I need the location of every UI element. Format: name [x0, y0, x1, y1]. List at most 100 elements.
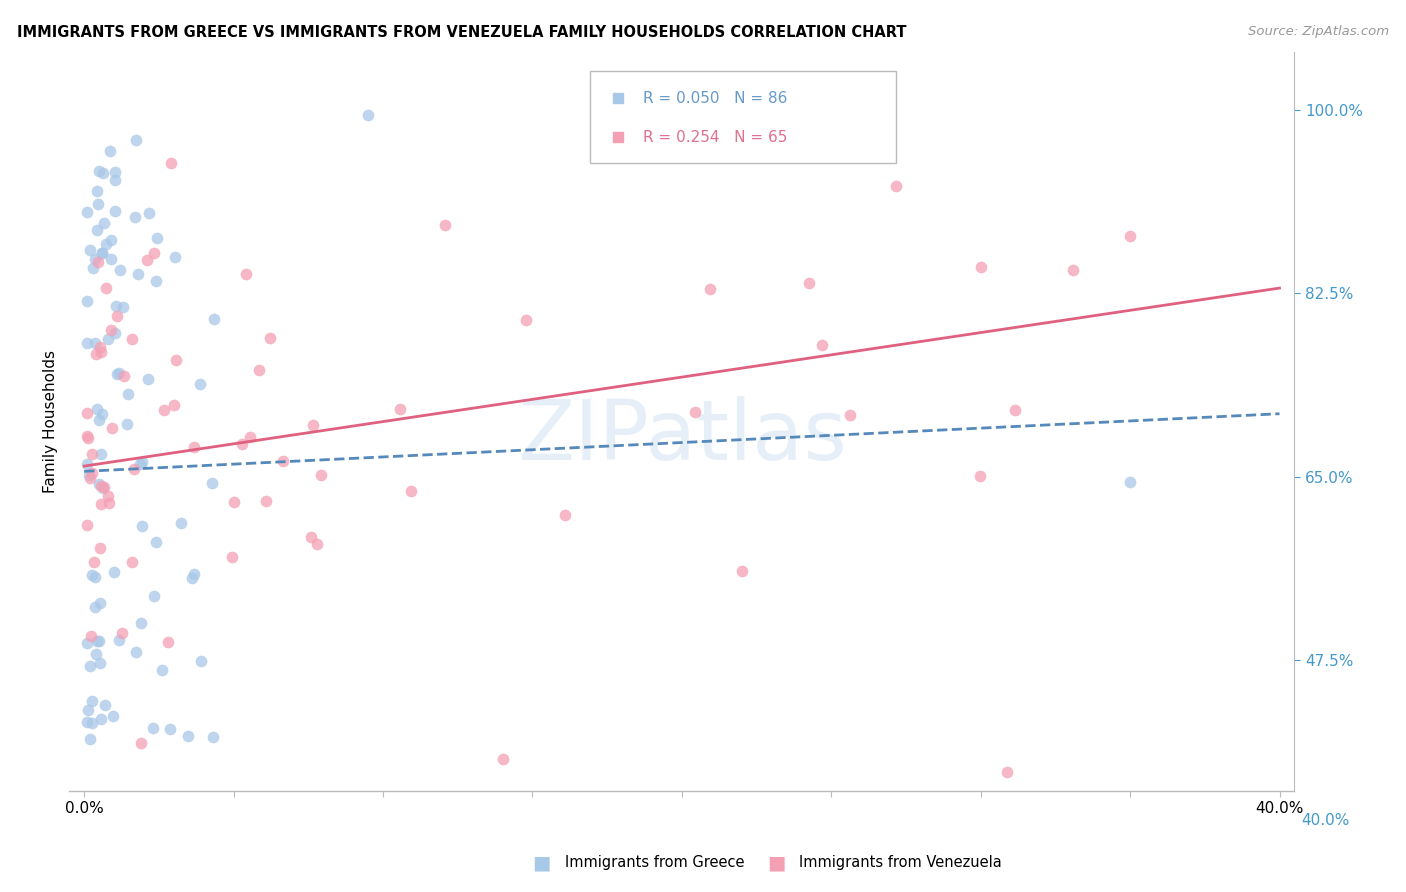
Point — [247, 363, 270, 377]
Point — [98, 496, 121, 510]
Point — [190, 654, 212, 668]
Point — [100, 323, 122, 337]
Point — [105, 299, 128, 313]
Point — [797, 276, 820, 290]
Point — [94, 237, 117, 252]
Point — [87, 197, 110, 211]
Point — [82, 694, 104, 708]
Point — [86, 223, 108, 237]
Point — [76, 429, 98, 443]
Point — [104, 165, 127, 179]
Point — [969, 468, 991, 483]
Point — [86, 634, 108, 648]
Point — [159, 722, 181, 736]
Point — [79, 471, 101, 485]
Point — [77, 468, 100, 483]
Point — [90, 479, 112, 493]
Point — [811, 337, 834, 351]
Point — [138, 206, 160, 220]
Point — [146, 231, 169, 245]
Point — [170, 516, 193, 530]
Point — [554, 508, 576, 522]
Point — [112, 301, 135, 315]
Point — [121, 332, 143, 346]
Point — [77, 431, 100, 445]
Point — [399, 483, 422, 498]
Point — [104, 326, 127, 341]
Point — [93, 216, 115, 230]
Point — [163, 398, 186, 412]
Point — [90, 447, 112, 461]
Point — [995, 764, 1018, 779]
Text: ■: ■ — [766, 853, 786, 872]
Point — [491, 752, 513, 766]
Point — [83, 252, 105, 267]
Point — [124, 210, 146, 224]
Point — [76, 457, 98, 471]
Point — [103, 203, 125, 218]
Point — [76, 204, 98, 219]
Point — [145, 274, 167, 288]
Point — [108, 633, 131, 648]
Point — [94, 698, 117, 712]
Text: ■: ■ — [531, 853, 551, 872]
Point — [82, 466, 104, 480]
Point — [76, 517, 98, 532]
Point — [87, 255, 110, 269]
Point — [125, 133, 148, 147]
Point — [159, 155, 181, 169]
Point — [129, 615, 152, 630]
Point — [80, 447, 103, 461]
Point — [143, 589, 166, 603]
Point — [94, 281, 117, 295]
Point — [730, 564, 752, 578]
Point — [271, 454, 294, 468]
Point — [129, 458, 152, 472]
Point — [108, 366, 131, 380]
Point — [125, 645, 148, 659]
Point — [201, 476, 224, 491]
Point — [221, 549, 243, 564]
Point — [142, 722, 165, 736]
Point — [84, 647, 107, 661]
Point — [127, 268, 149, 282]
Point — [157, 634, 180, 648]
Point — [224, 495, 246, 509]
Point — [299, 530, 322, 544]
Point — [111, 626, 134, 640]
Point — [254, 494, 277, 508]
Point — [183, 567, 205, 582]
Point — [101, 709, 124, 723]
Point — [105, 367, 128, 381]
Point — [76, 294, 98, 309]
Text: Immigrants from Venezuela: Immigrants from Venezuela — [799, 855, 1001, 870]
FancyBboxPatch shape — [591, 71, 896, 163]
Point — [1119, 228, 1142, 243]
Point — [165, 353, 187, 368]
Point — [121, 555, 143, 569]
Point — [105, 309, 128, 323]
Point — [204, 312, 226, 326]
Point — [307, 537, 329, 551]
Point — [89, 596, 111, 610]
Point — [76, 714, 98, 729]
Text: 40.0%: 40.0% — [1302, 813, 1350, 828]
Point — [87, 413, 110, 427]
Point — [90, 345, 112, 359]
Point — [131, 455, 153, 469]
Point — [89, 164, 111, 178]
Point — [761, 135, 783, 149]
Point — [839, 409, 862, 423]
Point — [357, 108, 380, 122]
Point — [86, 184, 108, 198]
Point — [104, 173, 127, 187]
Point — [259, 331, 281, 345]
Point — [84, 570, 107, 584]
Point — [886, 179, 908, 194]
Point — [91, 245, 114, 260]
Point — [90, 408, 112, 422]
Point — [84, 600, 107, 615]
Point — [115, 417, 138, 432]
Point — [97, 489, 120, 503]
Point — [80, 568, 103, 582]
